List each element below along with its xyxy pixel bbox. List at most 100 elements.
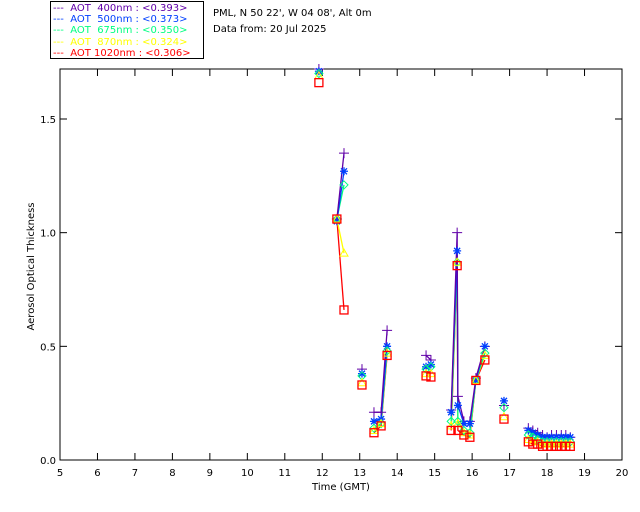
data-point-diamond (499, 403, 509, 413)
legend-entry: --- AOT 500nm : <0.373> (53, 14, 203, 25)
triangle-marker (357, 377, 367, 387)
data-point-star (453, 401, 462, 410)
data-point-triangle (376, 418, 386, 428)
x-tick-label: 16 (466, 468, 479, 479)
data-point-star (339, 167, 348, 176)
legend-label: AOT 500nm : <0.373> (70, 14, 188, 26)
data-point-triangle (471, 375, 481, 384)
triangle-marker (376, 418, 386, 428)
data-point-triangle (339, 248, 349, 257)
y-tick-label: 1.5 (40, 115, 56, 126)
x-tick-label: 8 (169, 468, 175, 479)
data-point-square (339, 305, 349, 315)
plot-frame (59, 68, 623, 461)
x-tick-label: 10 (241, 468, 254, 479)
data-point-triangle (551, 439, 562, 448)
plus-marker (338, 148, 349, 159)
legend: --- AOT 400nm : <0.393> --- AOT 500nm : <… (50, 1, 204, 59)
star-marker (447, 408, 456, 417)
triangle-marker (480, 350, 490, 359)
x-tick-label: 13 (353, 468, 366, 479)
x-tick-label: 19 (578, 468, 591, 479)
square-marker (533, 439, 543, 449)
data-point-diamond (426, 362, 436, 372)
data-point-star (480, 342, 489, 351)
square-marker (551, 441, 562, 452)
x-tick-label: 18 (541, 468, 554, 479)
data-point-diamond (452, 257, 462, 267)
x-tick-label: 17 (503, 468, 516, 479)
date-text: Data from: 20 Jul 2025 (213, 24, 327, 35)
x-tick-label: 5 (57, 468, 63, 479)
diamond-marker (480, 348, 490, 358)
star-marker (465, 419, 474, 428)
data-point-square (471, 375, 481, 386)
x-tick-label: 14 (391, 468, 404, 479)
data-point-diamond (453, 416, 463, 427)
square-marker (369, 428, 379, 438)
data-point-square (465, 432, 475, 442)
legend-entry: --- AOT 675nm : <0.350> (53, 25, 203, 36)
y-tick-label: 0.5 (40, 342, 56, 353)
x-tick-label: 6 (94, 468, 100, 479)
data-point-plus (452, 227, 463, 238)
square-marker (357, 380, 367, 390)
data-point-square (499, 414, 509, 424)
data-point-star (465, 419, 474, 428)
legend-label: AOT 400nm : <0.393> (70, 3, 188, 14)
diamond-marker (453, 416, 463, 427)
data-point-diamond (480, 348, 490, 358)
diamond-marker (446, 416, 456, 427)
square-marker (528, 439, 538, 449)
triangle-marker (332, 214, 342, 223)
series-line (336, 218, 345, 254)
data-point-square (446, 425, 456, 436)
diamond-marker (452, 257, 462, 267)
x-tick-label: 20 (616, 468, 629, 479)
data-point-diamond (532, 434, 543, 445)
triangle-marker (446, 420, 457, 430)
location-text: PML, N 50 22', W 04 08', Alt 0m (213, 8, 372, 19)
diamond-marker (426, 362, 436, 372)
triangle-marker (382, 348, 392, 357)
x-tick-label: 9 (207, 468, 213, 479)
triangle-marker (532, 436, 543, 446)
legend-line-swatch: --- (53, 3, 71, 14)
data-point-square (376, 421, 386, 431)
y-tick-label: 1.0 (40, 229, 56, 240)
legend-line-swatch: --- (53, 25, 71, 37)
square-marker (446, 425, 456, 436)
data-point-triangle (369, 425, 379, 434)
legend-line-swatch: --- (53, 36, 71, 48)
data-point-triangle (382, 348, 392, 357)
data-point-square (480, 355, 490, 365)
data-point-diamond (314, 68, 324, 79)
data-point-square (357, 380, 367, 390)
star-marker (453, 401, 462, 410)
square-marker (459, 430, 469, 440)
data-point-star (332, 217, 341, 226)
data-point-triangle (499, 411, 509, 421)
data-point-triangle (446, 420, 457, 430)
star-marker (369, 417, 378, 426)
star-marker (453, 246, 462, 255)
star-marker (471, 376, 480, 385)
star-marker (332, 217, 341, 226)
data-point-square (314, 77, 324, 88)
square-marker (339, 305, 349, 315)
diamond-marker (382, 346, 392, 356)
data-point-square (426, 372, 436, 382)
data-point-star (369, 417, 378, 426)
data-point-diamond (459, 425, 469, 436)
square-marker (376, 421, 386, 431)
data-point-star (426, 360, 435, 369)
square-marker (421, 371, 431, 381)
data-point-square (565, 441, 575, 452)
star-marker (480, 342, 489, 351)
data-point-star (459, 419, 468, 428)
data-point-plus (452, 391, 463, 402)
x-tick-label: 11 (278, 468, 291, 479)
x-tick-label: 15 (428, 468, 441, 479)
